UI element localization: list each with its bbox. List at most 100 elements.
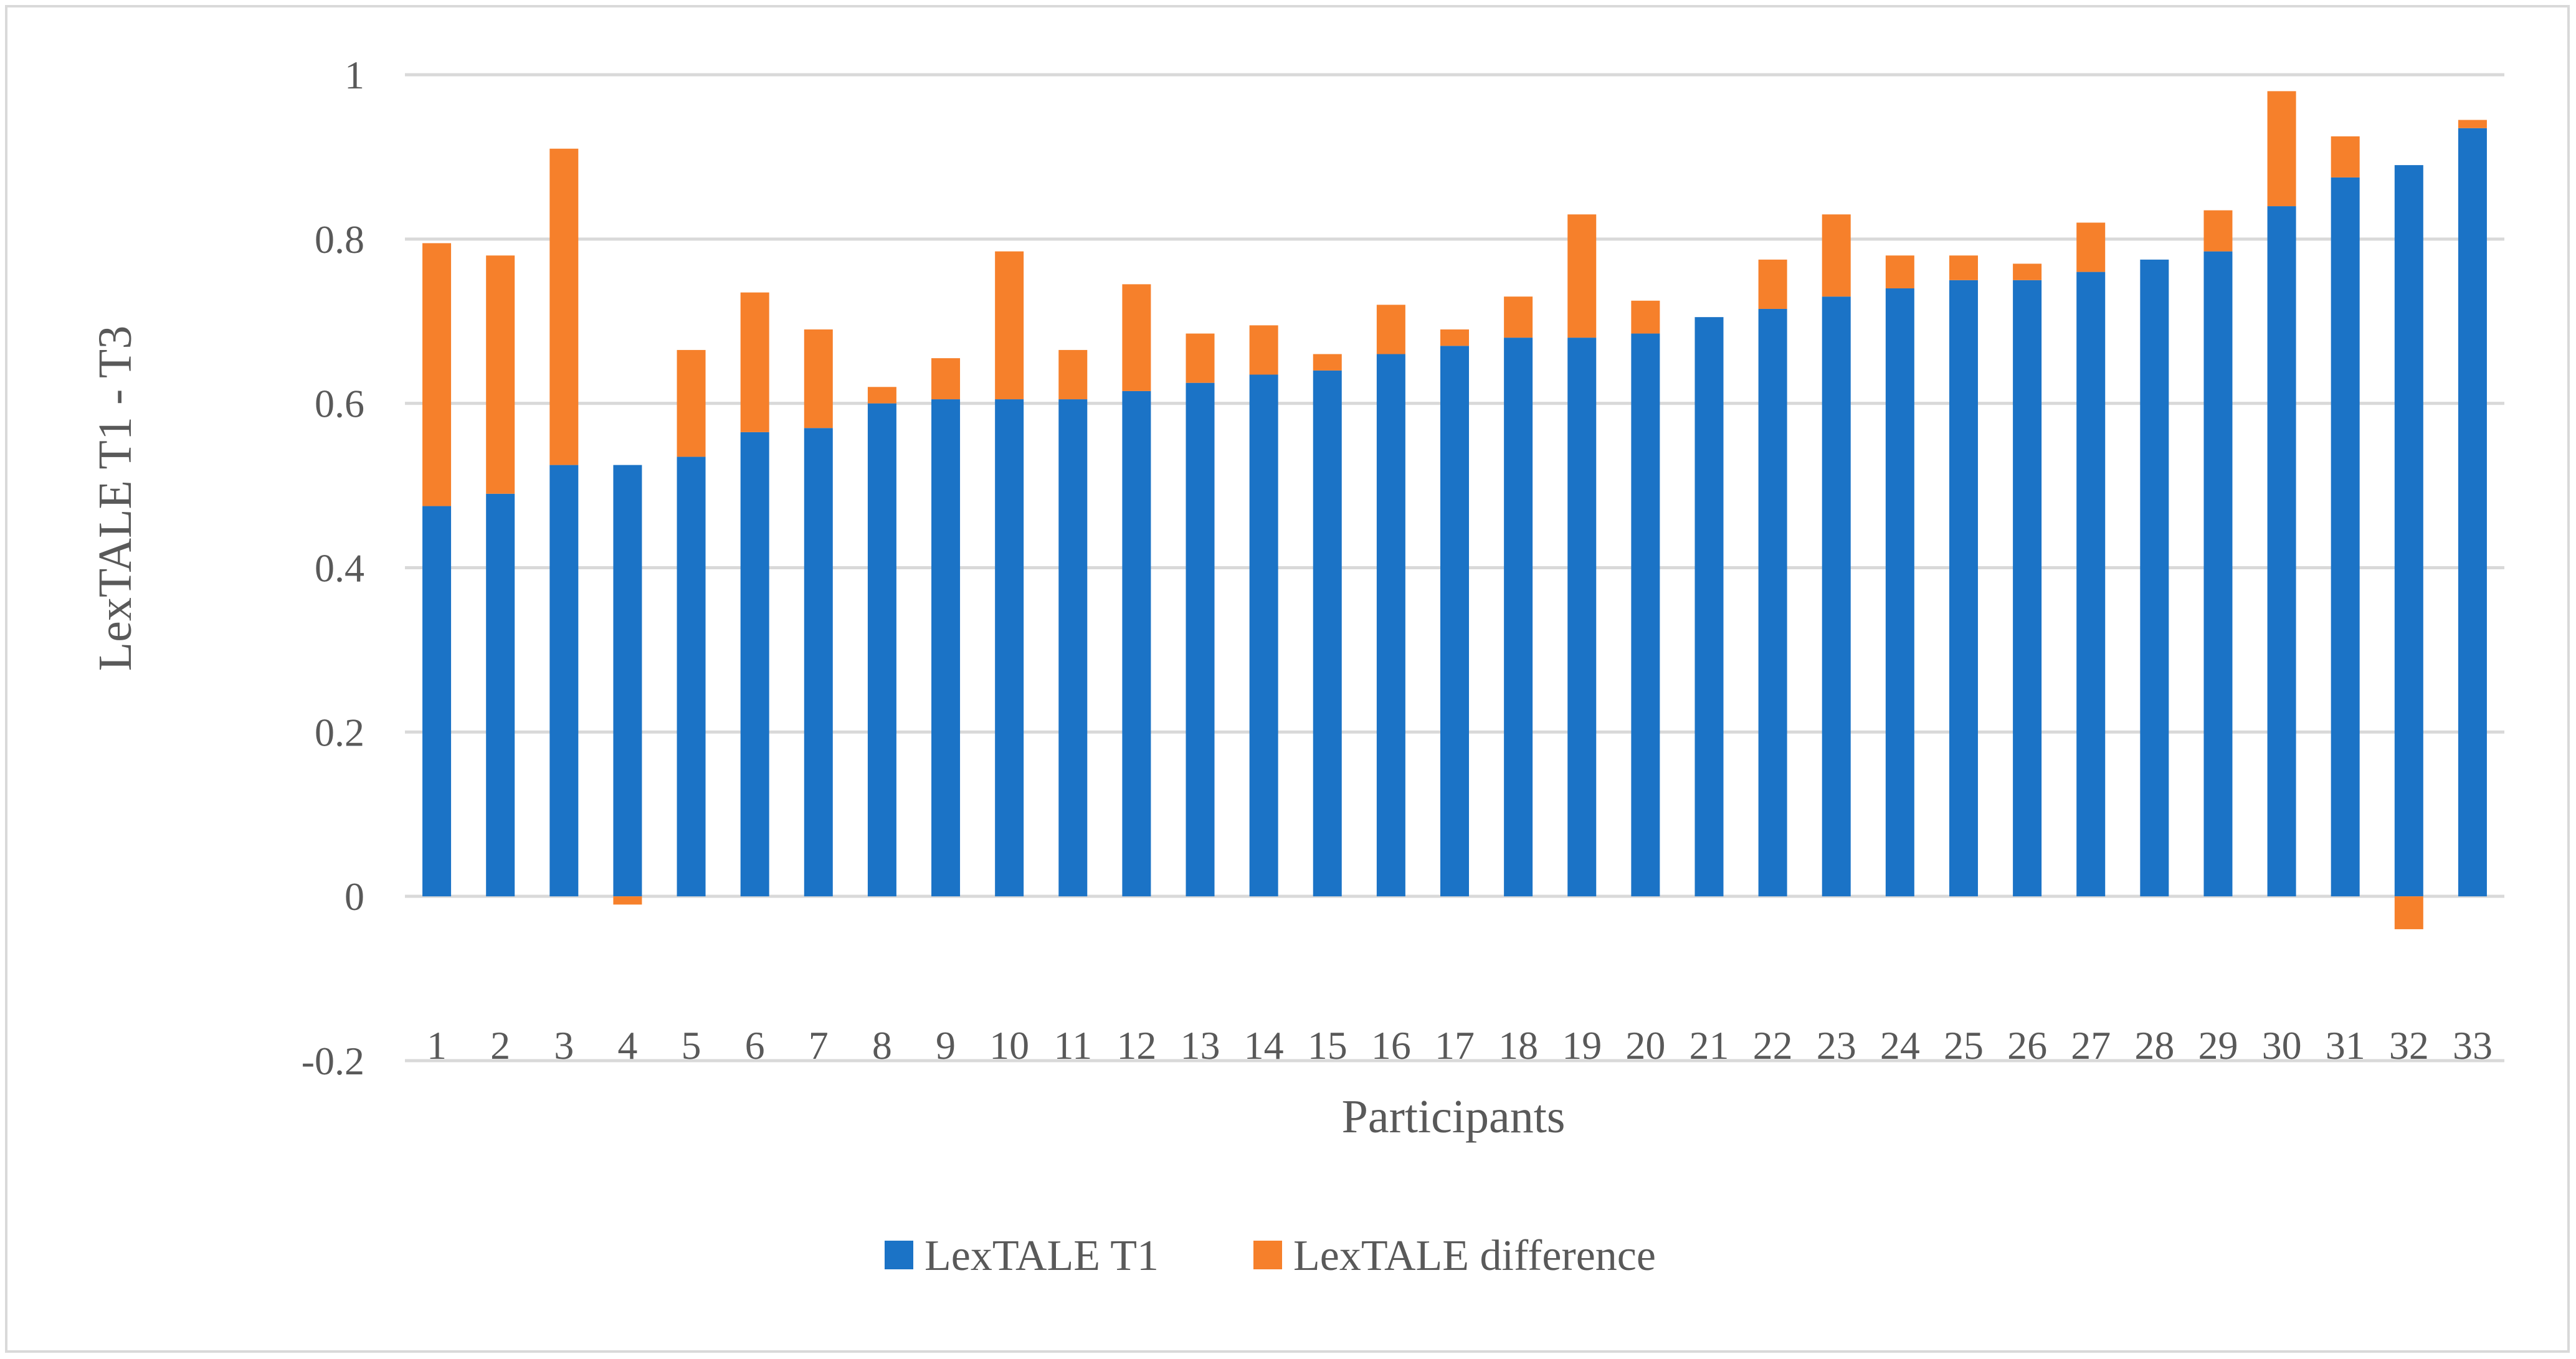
bar-lextale-t1: [677, 457, 706, 897]
x-tick-label: 28: [2134, 1023, 2174, 1068]
x-tick-label: 27: [2071, 1023, 2111, 1068]
bar-lextale-difference: [1058, 349, 1088, 400]
bar-lextale-difference: [1376, 305, 1405, 354]
bar-lextale-t1: [422, 506, 452, 897]
x-tick-label: 30: [2262, 1023, 2302, 1068]
legend-label-lextale-t1: LexTALE T1: [924, 1232, 1159, 1280]
x-tick-label: 22: [1753, 1023, 1793, 1068]
x-tick-label: 14: [1244, 1023, 1284, 1068]
bar-lextale-t1: [2076, 272, 2106, 897]
x-tick-label: 11: [1053, 1023, 1092, 1068]
bar-lextale-t1: [486, 493, 515, 897]
legend-swatch-lextale-difference: [1253, 1241, 1282, 1269]
y-axis-title: LexTALE T1 - T3: [89, 326, 141, 671]
x-tick-label: 19: [1562, 1023, 1602, 1068]
bar-lextale-difference: [613, 896, 642, 905]
x-tick-label: 26: [2007, 1023, 2047, 1068]
bar-lextale-difference: [2331, 136, 2360, 178]
bar-lextale-difference: [1122, 284, 1151, 391]
legend-swatch-lextale-t1: [885, 1241, 913, 1269]
x-tick-label: 5: [682, 1023, 701, 1068]
bar-lextale-t1: [1122, 391, 1151, 897]
bar-lextale-difference: [2458, 120, 2487, 128]
bar-lextale-difference: [1567, 214, 1597, 338]
bar-lextale-difference: [740, 292, 769, 432]
x-tick-label: 32: [2389, 1023, 2429, 1068]
x-tick-label: 25: [1944, 1023, 1984, 1068]
bar-lextale-difference: [804, 329, 833, 429]
x-tick-label: 10: [989, 1023, 1029, 1068]
x-tick-label: 18: [1498, 1023, 1538, 1068]
bar-lextale-t1: [2013, 280, 2042, 897]
bar-lextale-difference: [931, 358, 961, 400]
x-tick-label: 1: [427, 1023, 447, 1068]
x-tick-label: 31: [2326, 1023, 2365, 1068]
bar-lextale-difference: [2076, 222, 2106, 272]
bar-lextale-t1: [2203, 251, 2233, 897]
x-tick-label: 8: [872, 1023, 892, 1068]
bar-lextale-t1: [1440, 346, 1469, 897]
bar-lextale-t1: [1186, 382, 1215, 897]
bar-lextale-t1: [1058, 399, 1088, 897]
bar-lextale-t1: [2331, 177, 2360, 897]
bar-lextale-t1: [1249, 374, 1278, 897]
bar-lextale-t1: [1949, 280, 1978, 897]
bar-lextale-t1: [613, 465, 642, 897]
bar-lextale-difference: [1631, 300, 1660, 334]
y-tick-label: 0: [345, 874, 364, 919]
bar-lextale-difference: [2394, 896, 2423, 929]
bar-lextale-difference: [1758, 259, 1787, 309]
bar-lextale-t1: [2394, 165, 2423, 897]
bar-lextale-t1: [1376, 354, 1405, 897]
bar-lextale-difference: [1186, 333, 1215, 383]
bar-lextale-difference: [867, 387, 896, 404]
y-axis-ticks: -0.2 0 0.2 0.4 0.6 0.8 1: [302, 53, 364, 1083]
x-tick-label: 21: [1689, 1023, 1729, 1068]
x-tick-label: 13: [1181, 1023, 1220, 1068]
x-axis-ticks: 1 2 3 4 5 6 7 8 9 10 11 12 13 14 15 16 17 18 19 20 21 22 23 24 2…: [427, 1023, 2493, 1068]
y-tick-label: 0.6: [315, 382, 364, 426]
bar-lextale-difference: [1249, 325, 1278, 375]
y-tick-label: 0.4: [315, 546, 364, 590]
bars: [422, 91, 2487, 929]
bar-lextale-t1: [1694, 317, 1724, 897]
x-tick-label: 20: [1625, 1023, 1665, 1068]
x-tick-label: 29: [2198, 1023, 2238, 1068]
bar-lextale-t1: [1885, 288, 1914, 897]
bar-lextale-t1: [867, 403, 896, 897]
x-axis-title: Participants: [1342, 1091, 1566, 1143]
y-tick-label: 1: [345, 53, 364, 97]
bar-lextale-t1: [995, 399, 1024, 897]
bar-lextale-t1: [804, 428, 833, 897]
x-tick-label: 17: [1435, 1023, 1475, 1068]
x-tick-label: 24: [1880, 1023, 1920, 1068]
bar-lextale-difference: [1949, 255, 1978, 280]
bar-lextale-difference: [677, 349, 706, 457]
bar-lextale-t1: [740, 432, 769, 897]
x-tick-label: 6: [745, 1023, 765, 1068]
bar-lextale-difference: [1504, 296, 1533, 338]
x-tick-label: 4: [617, 1023, 637, 1068]
x-tick-label: 15: [1308, 1023, 1347, 1068]
bar-lextale-difference: [549, 148, 579, 465]
bar-lextale-t1: [549, 465, 579, 897]
bar-lextale-difference: [422, 243, 452, 506]
x-tick-label: 9: [936, 1023, 956, 1068]
bar-lextale-difference: [1822, 214, 1851, 297]
bar-lextale-t1: [1631, 333, 1660, 897]
bar-lextale-t1: [2458, 128, 2487, 897]
x-tick-label: 33: [2453, 1023, 2493, 1068]
x-tick-label: 7: [809, 1023, 829, 1068]
x-tick-label: 2: [490, 1023, 510, 1068]
bar-lextale-t1: [1504, 338, 1533, 897]
x-tick-label: 12: [1116, 1023, 1156, 1068]
bar-lextale-difference: [1313, 354, 1342, 371]
legend: LexTALE T1 LexTALE difference: [885, 1232, 1656, 1280]
bar-lextale-difference: [2013, 263, 2042, 280]
bar-lextale-difference: [2267, 91, 2296, 207]
bar-lextale-t1: [2267, 206, 2296, 897]
x-tick-label: 16: [1371, 1023, 1411, 1068]
bar-lextale-difference: [995, 251, 1024, 400]
bar-lextale-t1: [1313, 370, 1342, 897]
